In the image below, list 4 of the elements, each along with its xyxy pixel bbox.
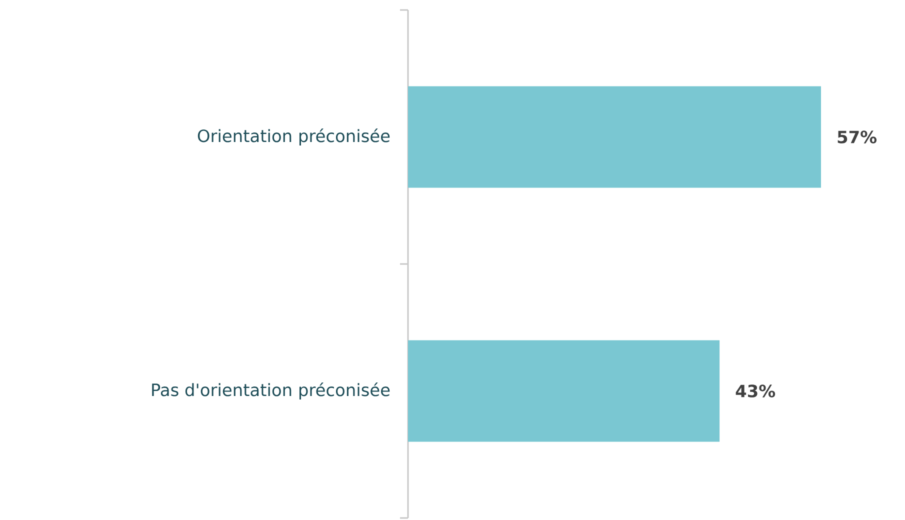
y-tick-label: Orientation préconisée (198, 128, 390, 146)
y-tick-label: Pas d'orientation préconisée (152, 382, 390, 400)
data-label: 43% (736, 384, 776, 398)
data-label: 57% (838, 130, 877, 144)
